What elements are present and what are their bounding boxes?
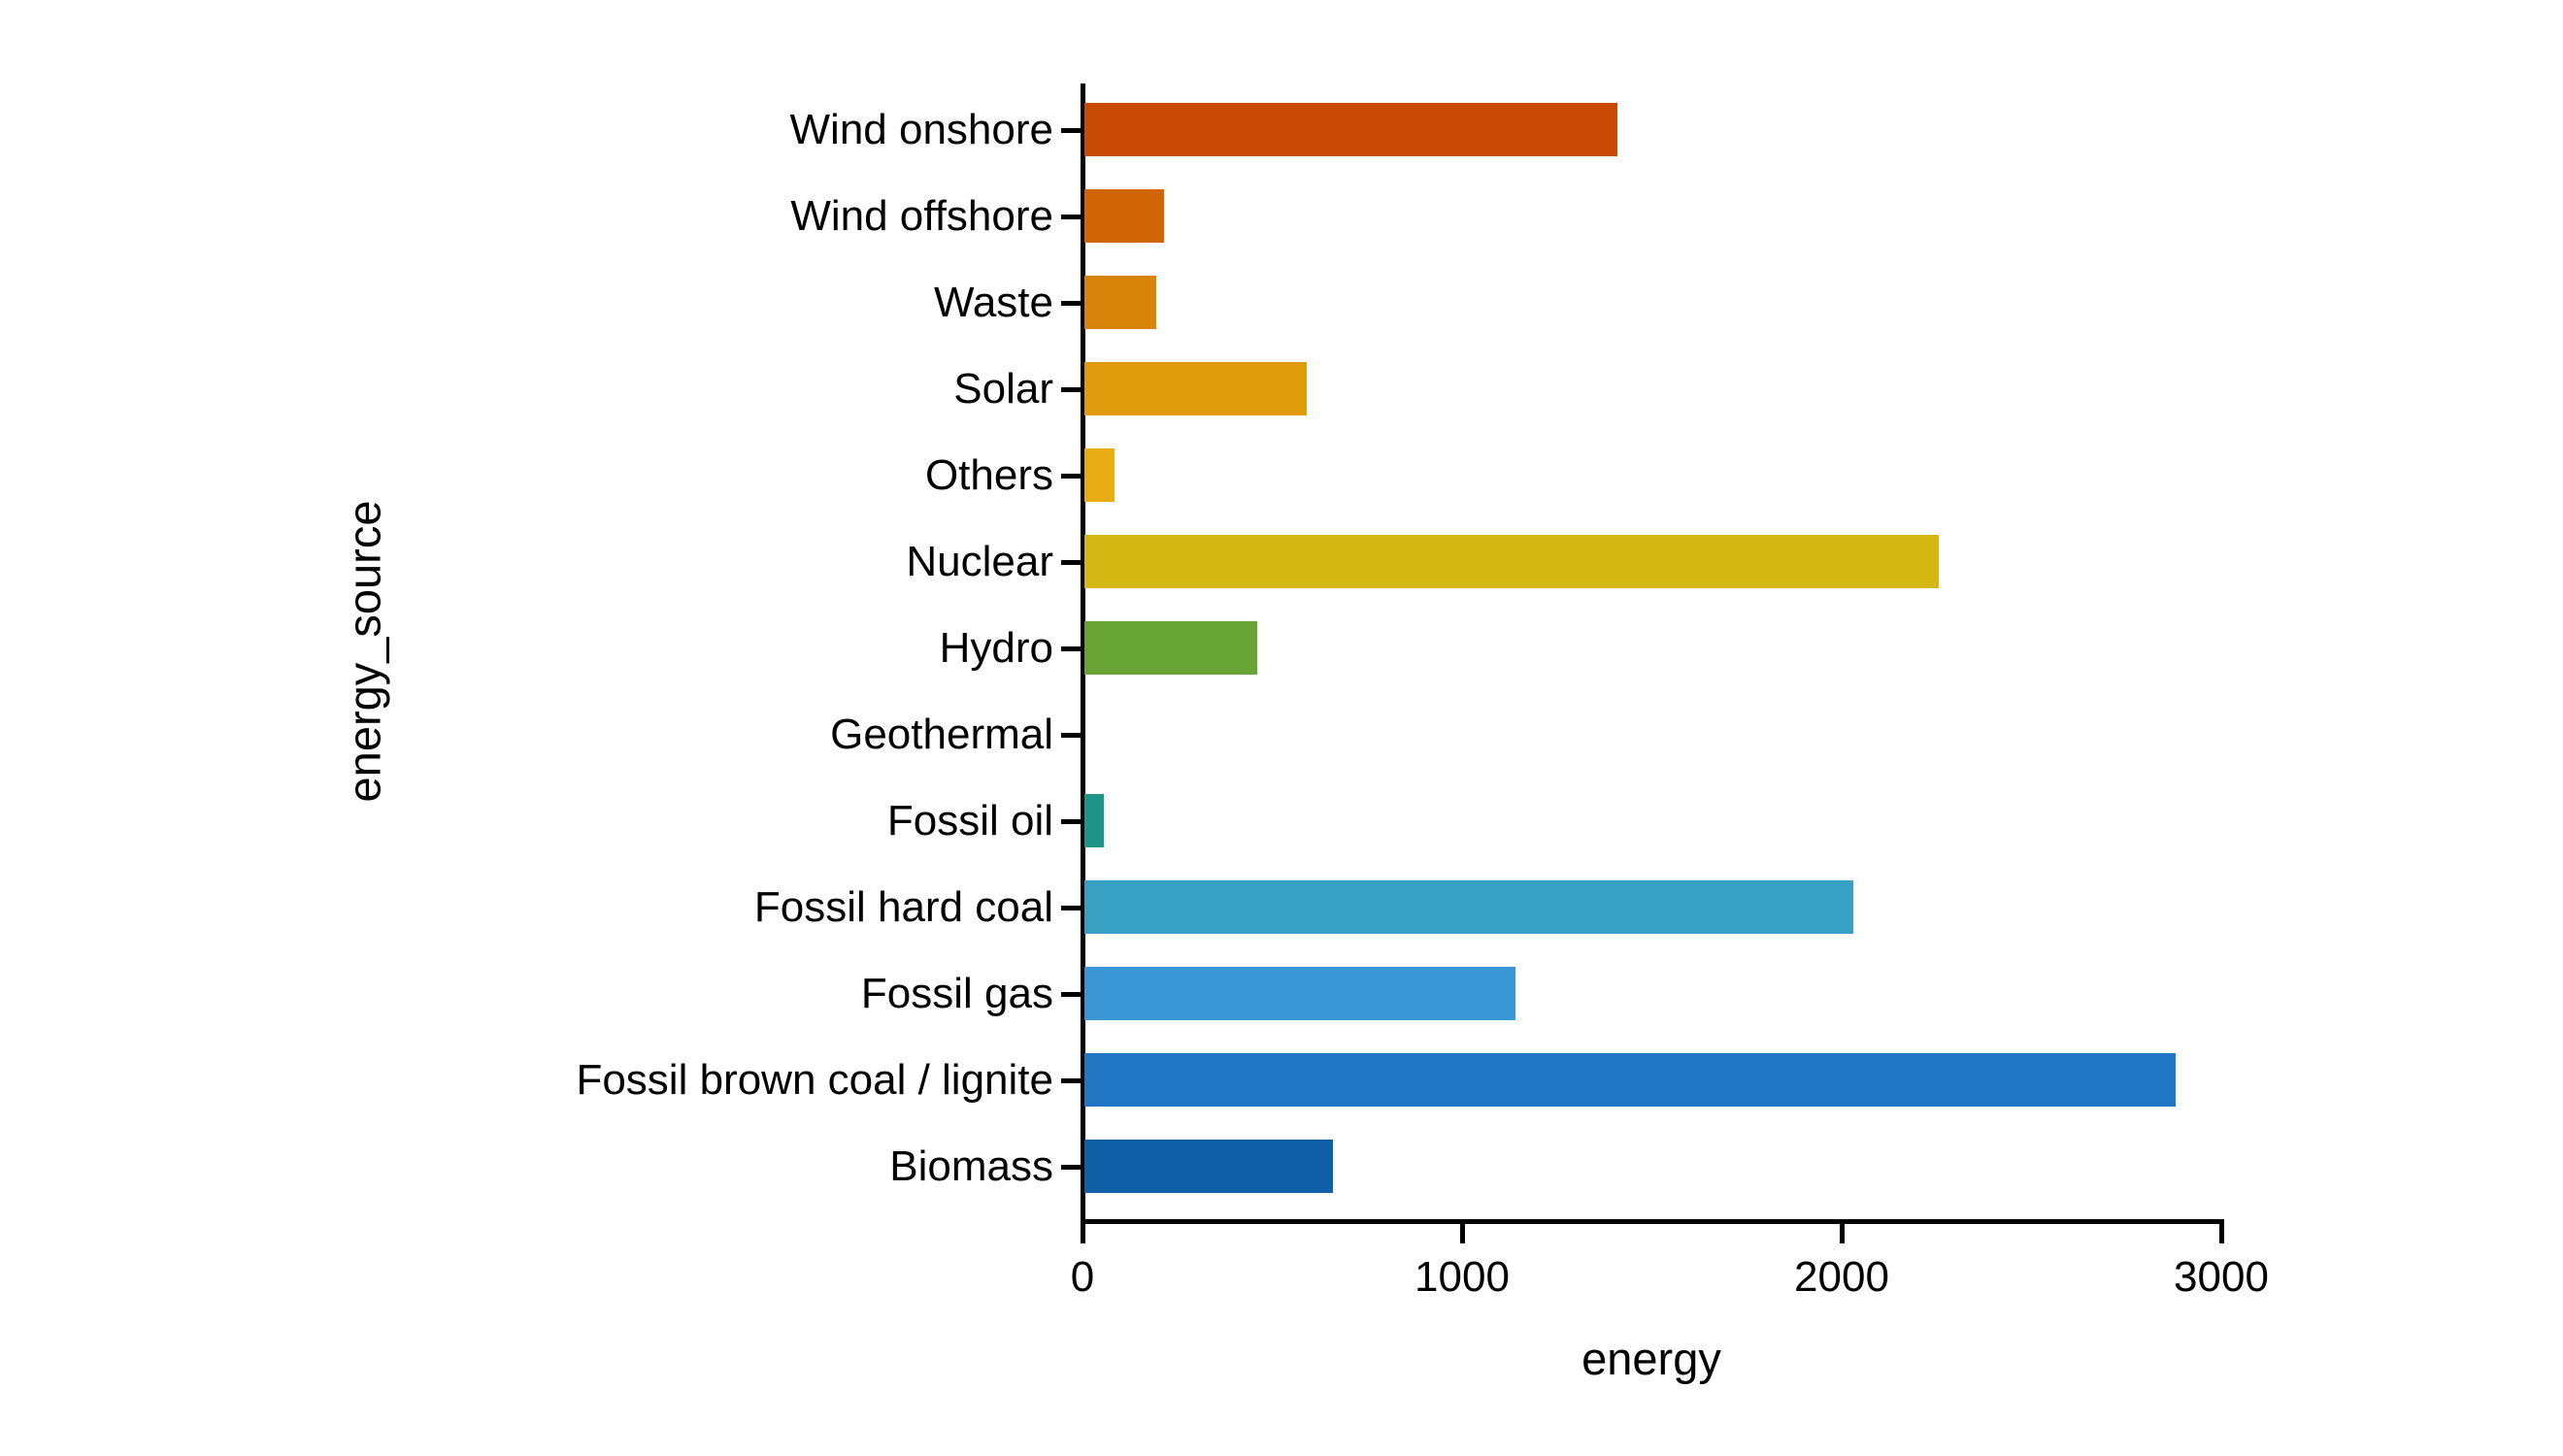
- y-tick-label-hydro: Hydro: [939, 624, 1053, 672]
- y-tick-label-fossil-gas: Fossil gas: [860, 970, 1053, 1017]
- x-tick-mark-2000: [1840, 1224, 1845, 1243]
- bar-wind-offshore: [1084, 189, 1164, 243]
- y-tick-label-wind-offshore: Wind offshore: [790, 192, 1053, 240]
- x-tick-mark-3000: [2219, 1224, 2224, 1243]
- bar-fossil-hard-coal: [1084, 880, 1853, 934]
- y-tick-label-fossil-oil: Fossil oil: [886, 797, 1053, 844]
- x-tick-label-1000: 1000: [1415, 1253, 1510, 1301]
- x-axis-spine: [1081, 1219, 2224, 1224]
- y-axis-label: energy_source: [338, 500, 390, 803]
- y-tick-mark-solar: [1061, 387, 1081, 392]
- x-tick-mark-0: [1081, 1224, 1085, 1243]
- y-tick-mark-waste: [1061, 301, 1081, 306]
- y-tick-label-geothermal: Geothermal: [830, 711, 1053, 758]
- y-tick-mark-hydro: [1061, 646, 1081, 651]
- y-tick-mark-biomass: [1061, 1165, 1081, 1170]
- y-tick-label-waste: Waste: [933, 279, 1053, 326]
- y-tick-mark-others: [1061, 474, 1081, 479]
- bar-fossil-gas: [1084, 967, 1515, 1020]
- y-tick-label-wind-onshore: Wind onshore: [789, 106, 1053, 153]
- y-tick-label-others: Others: [924, 451, 1053, 499]
- y-tick-mark-fossil-gas: [1061, 992, 1081, 997]
- bar-nuclear: [1084, 535, 1939, 588]
- y-tick-label-solar: Solar: [953, 365, 1053, 413]
- y-tick-mark-wind-onshore: [1061, 128, 1081, 133]
- y-axis-spine: [1081, 83, 1085, 1224]
- y-tick-mark-nuclear: [1061, 560, 1081, 565]
- y-tick-mark-fossil-hard-coal: [1061, 906, 1081, 910]
- y-tick-label-biomass: Biomass: [889, 1142, 1053, 1190]
- x-tick-label-2000: 2000: [1794, 1253, 1889, 1301]
- bar-others: [1084, 448, 1115, 502]
- y-tick-mark-wind-offshore: [1061, 215, 1081, 219]
- x-tick-label-0: 0: [1070, 1253, 1095, 1301]
- y-tick-mark-fossil-oil: [1061, 819, 1081, 824]
- bar-hydro: [1084, 621, 1257, 675]
- x-tick-label-3000: 3000: [2174, 1253, 2269, 1301]
- y-tick-mark-geothermal: [1061, 733, 1081, 738]
- x-axis-label: energy: [1581, 1333, 1721, 1384]
- bar-wind-onshore: [1084, 103, 1617, 156]
- x-tick-mark-1000: [1460, 1224, 1465, 1243]
- bar-fossil-brown-coal-lignite: [1084, 1053, 2176, 1107]
- y-tick-mark-fossil-brown-coal-lignite: [1061, 1078, 1081, 1083]
- y-tick-label-fossil-brown-coal-lignite: Fossil brown coal / lignite: [576, 1056, 1053, 1104]
- bar-waste: [1084, 276, 1156, 329]
- y-tick-label-fossil-hard-coal: Fossil hard coal: [753, 883, 1053, 931]
- bar-solar: [1084, 362, 1307, 415]
- bar-biomass: [1084, 1140, 1333, 1193]
- y-tick-label-nuclear: Nuclear: [906, 538, 1053, 585]
- bar-fossil-oil: [1084, 794, 1104, 847]
